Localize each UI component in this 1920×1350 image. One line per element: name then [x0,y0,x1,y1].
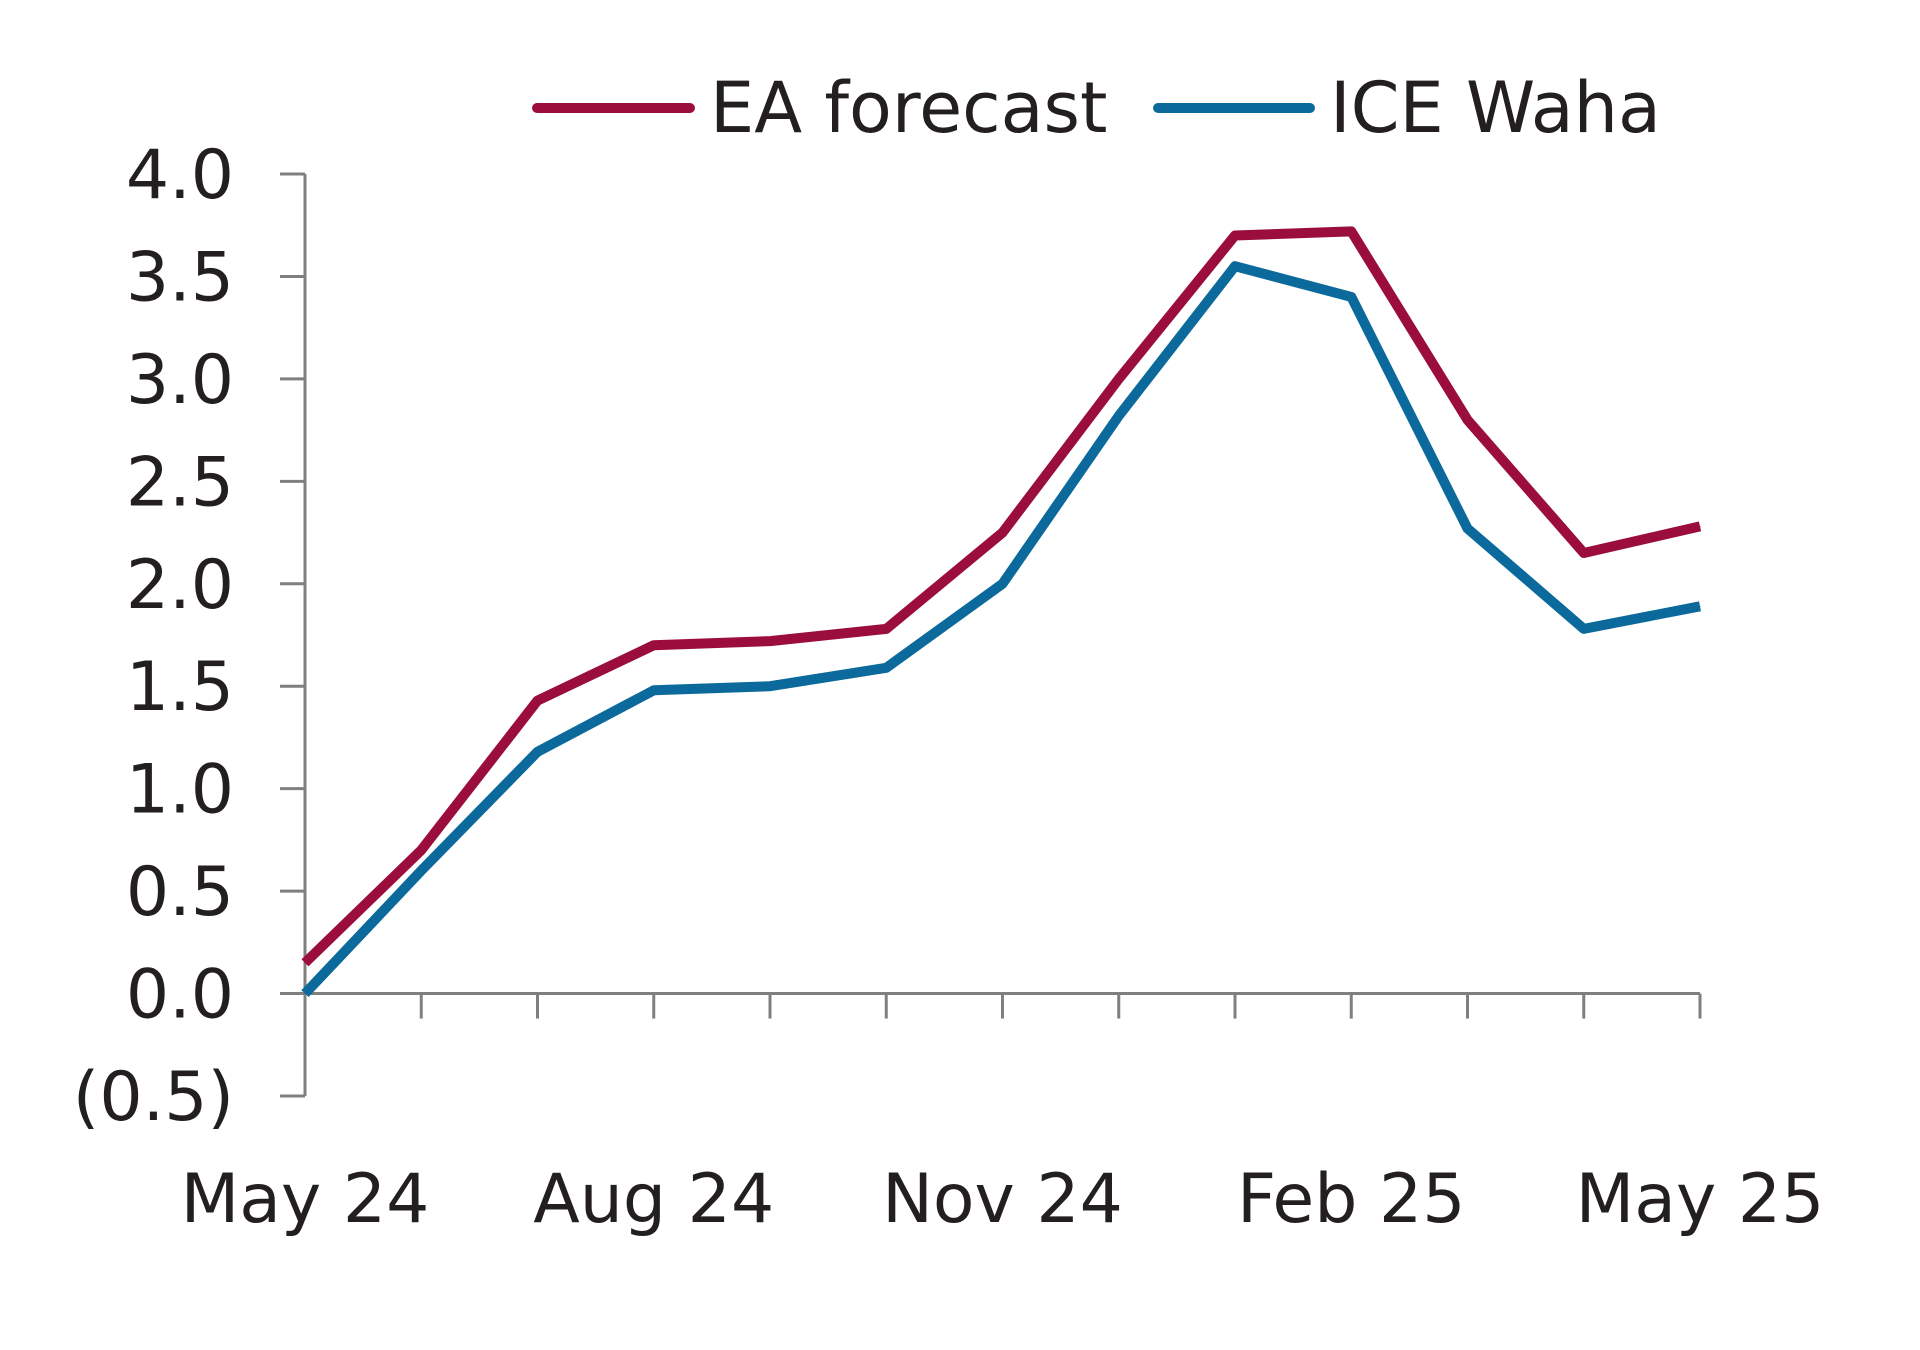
data-point [1118,415,1120,417]
y-axis: 4.0 3.5 3.0 2.5 2.0 1.5 1.0 0.5 0.0 (0.5) [73,136,307,1137]
x-tick-label: Nov 24 [882,1160,1123,1239]
data-point [1002,583,1003,585]
x-tick-label: Feb 25 [1237,1160,1466,1239]
data-point [1234,265,1236,267]
y-tick-label: 4.0 [126,136,234,215]
y-tick-label: (0.5) [73,1058,234,1137]
legend-item-ice-waha: ICE Waha [1153,67,1661,149]
data-point [1234,234,1236,236]
data-point [1583,628,1585,630]
data-point [1699,525,1701,527]
data-point [885,667,887,669]
data-point [653,689,655,691]
y-tick-label: 1.0 [126,751,234,830]
data-point [1467,527,1468,529]
data-point [304,993,306,995]
data-point [1118,378,1120,380]
legend-label: ICE Waha [1330,67,1661,149]
y-tick-label: 0.5 [126,853,234,932]
y-tick-label: 0.0 [126,956,234,1035]
legend-item-ea-forecast: EA forecast [532,67,1107,149]
data-point [1350,230,1352,232]
data-point [420,870,422,872]
series-layer [301,226,1702,998]
y-tick-label: 2.0 [126,546,234,625]
data-point [769,640,771,642]
x-tick-label: May 24 [181,1160,430,1239]
data-point [885,628,887,630]
series-line-ea-forecast [301,226,1702,967]
data-point [537,751,538,753]
y-tick-label: 2.5 [126,443,234,522]
y-tick-label: 3.0 [126,341,234,420]
data-point [1350,296,1352,298]
y-tick-label: 1.5 [126,648,234,727]
data-point [1699,605,1701,607]
data-point [1583,552,1585,554]
x-axis: May 24 Aug 24 Nov 24 Feb 25 May 25 [181,992,1825,1239]
data-point [420,849,422,851]
y-tick-label: 3.5 [126,238,234,317]
legend: EA forecast ICE Waha [532,67,1661,149]
data-point [1002,532,1003,534]
data-point [304,962,306,964]
legend-label: EA forecast [710,67,1107,149]
data-point [1467,419,1468,421]
data-point [653,644,655,646]
data-point [769,685,771,687]
series-line-ice-waha [301,261,1701,998]
x-tick-label: Aug 24 [533,1160,774,1239]
data-point [537,700,538,702]
x-tick-label: May 25 [1576,1160,1825,1239]
